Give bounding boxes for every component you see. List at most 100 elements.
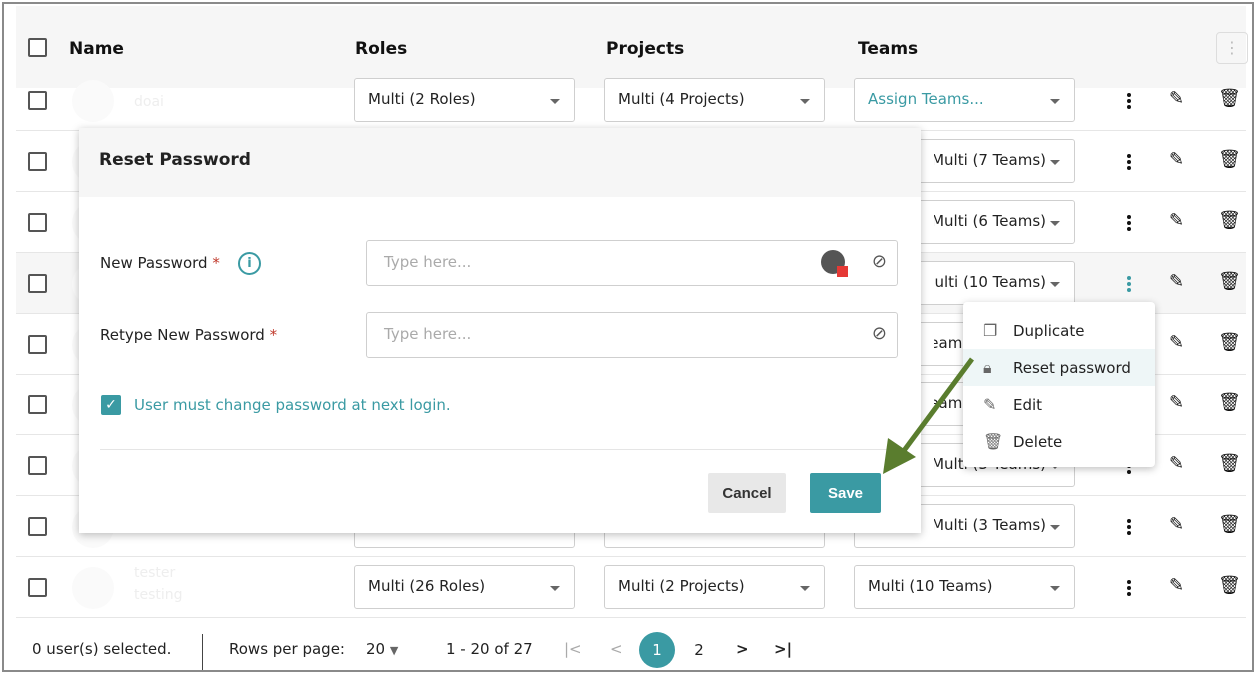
roles-select[interactable]: Multi (26 Roles)	[354, 565, 575, 609]
menu-label: Delete	[1013, 432, 1063, 451]
menu-item-reset-password[interactable]: 🔒︎ Reset password	[963, 349, 1155, 386]
new-password-input[interactable]: Type here... ⊘	[366, 240, 898, 286]
teams-select[interactable]: Multi (10 Teams)	[854, 565, 1075, 609]
row-checkbox[interactable]	[28, 456, 47, 475]
delete-icon[interactable]: 🗑︎	[1218, 453, 1241, 474]
header-name[interactable]: Name	[69, 39, 124, 59]
edit-icon[interactable]: ✎	[1169, 392, 1185, 413]
table-header: Name Roles Projects Teams ⋮	[16, 6, 1248, 88]
delete-icon[interactable]: 🗑︎	[1218, 332, 1241, 353]
teams-value-window: Multi (6 Teams)	[934, 212, 1046, 232]
roles-select[interactable]: Multi (2 Roles)	[354, 78, 575, 122]
chevron-down-icon	[1050, 586, 1060, 591]
teams-value-window: Multi (3 Teams)	[934, 516, 1046, 536]
next-page-icon[interactable]: >	[736, 640, 749, 658]
retype-password-input[interactable]: Type here... ⊘	[366, 312, 898, 358]
header-projects[interactable]: Projects	[606, 39, 685, 59]
chevron-down-icon	[550, 586, 560, 591]
page-range: 1 - 20 of 27	[446, 640, 533, 658]
info-icon[interactable]: i	[238, 252, 261, 275]
must-change-checkbox[interactable]: ✓	[101, 395, 121, 415]
row-checkbox[interactable]	[28, 91, 47, 110]
password-manager-icon[interactable]	[821, 250, 848, 277]
more-actions-icon[interactable]	[1127, 276, 1131, 292]
new-password-label: New Password *	[100, 254, 220, 272]
edit-icon[interactable]: ✎	[1169, 88, 1185, 109]
page-1[interactable]: 1	[639, 632, 675, 668]
teams-value: Multi (7 Teams)	[934, 151, 1046, 169]
delete-icon[interactable]: 🗑︎	[1218, 575, 1241, 596]
more-actions-icon[interactable]	[1127, 154, 1131, 170]
cancel-button[interactable]: Cancel	[708, 473, 786, 513]
row-actions-menu: ❐ Duplicate 🔒︎ Reset password ✎ Edit 🗑︎ Dele…	[963, 302, 1155, 467]
label-text: New Password	[100, 254, 208, 272]
user-name: doai	[134, 94, 164, 110]
row-checkbox[interactable]	[28, 152, 47, 171]
prev-page-icon[interactable]: <	[610, 640, 623, 658]
edit-icon[interactable]: ✎	[1169, 514, 1185, 535]
delete-icon[interactable]: 🗑︎	[1218, 88, 1241, 109]
annotation-arrow	[883, 357, 975, 474]
delete-icon[interactable]: 🗑︎	[1218, 271, 1241, 292]
table-row: tester testing Multi (26 Roles) Multi (2…	[16, 557, 1246, 618]
edit-icon[interactable]: ✎	[1169, 149, 1185, 170]
row-checkbox[interactable]	[28, 395, 47, 414]
projects-select[interactable]: Multi (4 Projects)	[604, 78, 825, 122]
teams-value: Assign Teams...	[868, 90, 984, 108]
reset-password-dialog: Reset Password New Password * i Type her…	[79, 128, 921, 533]
chevron-down-icon: ▼	[389, 644, 399, 657]
edit-icon[interactable]: ✎	[1169, 271, 1185, 292]
copy-icon: ❐	[983, 321, 998, 340]
user-login: testing	[134, 587, 183, 603]
delete-icon[interactable]: 🗑︎	[1218, 514, 1241, 535]
last-page-icon[interactable]: >|	[774, 640, 793, 658]
eye-off-icon[interactable]: ⊘	[871, 323, 887, 344]
projects-select[interactable]: Multi (2 Projects)	[604, 565, 825, 609]
select-all-checkbox[interactable]	[28, 38, 47, 57]
roles-value: Multi (26 Roles)	[368, 577, 486, 595]
eye-off-icon[interactable]: ⊘	[871, 251, 887, 272]
menu-item-delete[interactable]: 🗑︎ Delete	[963, 423, 1155, 460]
more-actions-icon[interactable]	[1127, 580, 1131, 596]
delete-icon[interactable]: 🗑︎	[1218, 392, 1241, 413]
page-2[interactable]: 2	[694, 641, 704, 659]
more-actions-icon[interactable]	[1127, 93, 1131, 109]
row-checkbox[interactable]	[28, 578, 47, 597]
delete-icon[interactable]: 🗑︎	[1218, 149, 1241, 170]
chevron-down-icon	[800, 586, 810, 591]
more-actions-icon[interactable]	[1127, 519, 1131, 535]
menu-item-duplicate[interactable]: ❐ Duplicate	[963, 312, 1155, 349]
row-checkbox[interactable]	[28, 517, 47, 536]
menu-label: Reset password	[1013, 358, 1131, 377]
delete-icon[interactable]: 🗑︎	[1218, 210, 1241, 231]
must-change-label[interactable]: User must change password at next login.	[134, 396, 451, 414]
roles-value: Multi (2 Roles)	[368, 90, 476, 108]
menu-item-edit[interactable]: ✎ Edit	[963, 386, 1155, 423]
edit-icon[interactable]: ✎	[1169, 575, 1185, 596]
header-roles[interactable]: Roles	[355, 39, 408, 59]
avatar	[72, 80, 114, 122]
avatar	[72, 567, 114, 609]
header-teams[interactable]: Teams	[858, 39, 919, 59]
row-checkbox[interactable]	[28, 274, 47, 293]
row-checkbox[interactable]	[28, 213, 47, 232]
column-settings-button[interactable]: ⋮	[1216, 32, 1248, 64]
teams-value: Multi (10 Teams)	[868, 577, 993, 595]
rows-per-page-label: Rows per page:	[229, 640, 345, 658]
teams-select[interactable]: Assign Teams...	[854, 78, 1075, 122]
trash-icon: 🗑︎	[983, 432, 1004, 451]
lock-icon: 🔒︎	[983, 357, 992, 377]
rows-per-page-select[interactable]: 20 ▼	[366, 640, 398, 658]
teams-value: Multi (3 Teams)	[934, 516, 1046, 534]
edit-icon[interactable]: ✎	[1169, 453, 1185, 474]
edit-icon[interactable]: ✎	[1169, 210, 1185, 231]
save-button[interactable]: Save	[810, 473, 881, 513]
teams-value: Multi (10 Teams)	[934, 273, 1046, 291]
pencil-icon: ✎	[983, 395, 997, 414]
first-page-icon[interactable]: |<	[564, 640, 582, 658]
chevron-down-icon	[1050, 99, 1060, 104]
row-checkbox[interactable]	[28, 335, 47, 354]
more-actions-icon[interactable]	[1127, 215, 1131, 231]
teams-value: Multi (6 Teams)	[934, 212, 1046, 230]
edit-icon[interactable]: ✎	[1169, 332, 1185, 353]
